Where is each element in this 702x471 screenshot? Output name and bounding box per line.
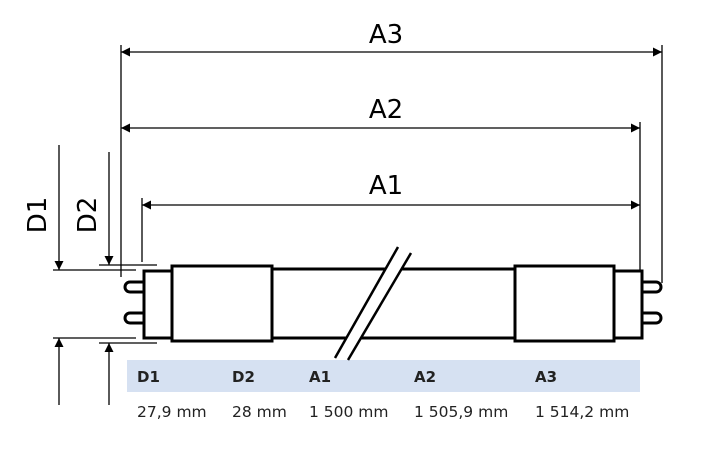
table-header-band: [127, 360, 640, 392]
left-end-cap: [142, 269, 174, 340]
left-sleeve: [170, 264, 274, 343]
table-header-d2: D2: [232, 368, 255, 386]
a3-label: A3: [369, 20, 403, 50]
right-pin-bottom: [642, 311, 663, 325]
left-pin-top: [123, 280, 144, 294]
d1-label: D1: [23, 197, 53, 234]
table-header-d1: D1: [137, 368, 160, 386]
table-header-a1: A1: [309, 368, 331, 386]
table-value-d2: 28 mm: [232, 403, 287, 421]
left-pin-bottom: [123, 311, 144, 325]
a2-label: A2: [369, 95, 403, 125]
table-header-a3: A3: [535, 368, 557, 386]
right-sleeve: [513, 264, 616, 343]
table-value-d1: 27,9 mm: [137, 403, 207, 421]
a1-label: A1: [369, 171, 403, 201]
dimension-arrows: [54, 47, 662, 405]
extension-lines: [53, 45, 663, 344]
right-end-cap: [612, 269, 644, 340]
break-mark-2: [346, 252, 413, 361]
break-mark-1: [333, 246, 400, 359]
right-pin-top: [642, 280, 663, 294]
table-value-a1: 1 500 mm: [309, 403, 389, 421]
dimension-table: D1 D2 A1 A2 A3 27,9 mm 28 mm 1 500 mm 1 …: [137, 368, 629, 421]
d2-label: D2: [73, 197, 103, 234]
table-value-a3: 1 514,2 mm: [535, 403, 629, 421]
tube-drawing: [123, 246, 663, 361]
table-header-a2: A2: [414, 368, 436, 386]
table-value-a2: 1 505,9 mm: [414, 403, 508, 421]
